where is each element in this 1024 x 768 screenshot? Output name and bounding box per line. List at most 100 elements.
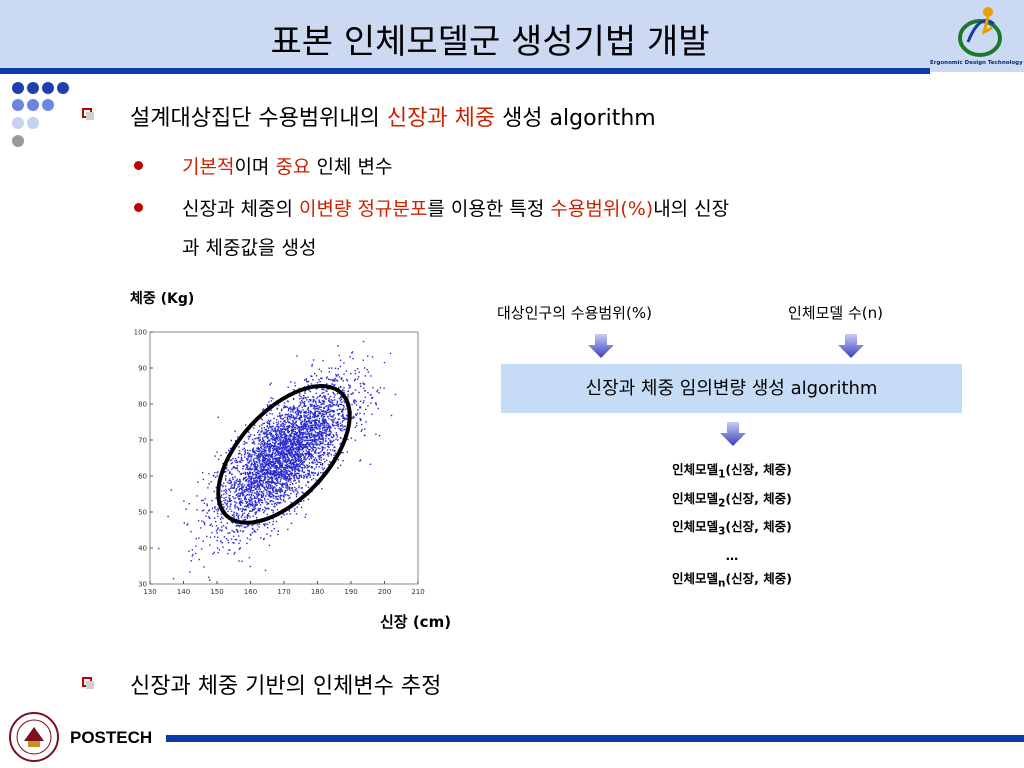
data-point: [248, 468, 250, 470]
data-point: [273, 435, 275, 437]
data-point: [299, 392, 301, 395]
data-point: [285, 436, 288, 438]
data-point: [281, 466, 283, 468]
data-point: [314, 421, 316, 423]
data-point: [259, 484, 261, 486]
data-point: [190, 531, 192, 533]
data-point: [327, 425, 330, 427]
data-point: [304, 427, 307, 429]
data-point: [272, 458, 274, 460]
data-point: [245, 500, 247, 502]
data-point: [276, 492, 278, 494]
data-point: [351, 393, 353, 395]
data-point: [316, 431, 319, 434]
data-point: [324, 396, 326, 398]
data-point: [284, 423, 286, 425]
data-point: [277, 439, 279, 442]
data-point: [319, 432, 321, 434]
data-point: [272, 520, 275, 523]
data-point: [228, 482, 230, 485]
highlight-important: 중요: [275, 156, 311, 178]
data-point: [353, 379, 356, 382]
data-point: [272, 461, 275, 463]
data-point: [306, 420, 308, 423]
data-point: [237, 480, 239, 482]
data-point: [252, 504, 254, 506]
data-point: [318, 431, 320, 434]
data-point: [282, 470, 284, 472]
data-point: [326, 411, 328, 414]
data-point: [321, 414, 324, 416]
data-point: [275, 421, 278, 424]
data-point: [216, 451, 218, 453]
data-point: [290, 452, 292, 454]
data-point: [289, 453, 291, 456]
data-point: [340, 386, 342, 389]
data-point: [267, 463, 270, 466]
data-point: [303, 405, 305, 407]
data-point: [294, 472, 296, 475]
data-point: [283, 405, 285, 407]
data-point: [310, 466, 312, 469]
data-point: [275, 490, 277, 492]
data-point: [314, 427, 317, 429]
data-point: [250, 481, 253, 483]
data-point: [294, 447, 296, 449]
data-point: [264, 569, 267, 572]
data-point: [222, 546, 224, 548]
data-point: [258, 494, 260, 496]
data-point: [291, 466, 293, 468]
data-point: [281, 437, 284, 439]
data-point: [208, 483, 210, 485]
data-point: [299, 436, 301, 438]
data-point: [268, 439, 270, 441]
acceptance-ellipse: [216, 384, 352, 525]
data-point: [255, 516, 258, 519]
data-point: [302, 437, 304, 439]
data-point: [320, 431, 322, 433]
data-point: [326, 376, 328, 378]
data-point: [302, 426, 304, 428]
data-point: [293, 437, 295, 439]
data-point: [266, 491, 268, 493]
data-point: [268, 484, 270, 487]
data-point: [228, 488, 230, 490]
data-point: [289, 473, 291, 475]
data-point: [256, 481, 258, 483]
data-point: [268, 544, 271, 547]
data-point: [289, 449, 291, 451]
data-point: [231, 522, 234, 524]
data-point: [304, 420, 306, 422]
data-point: [261, 471, 263, 474]
data-point: [256, 480, 259, 482]
data-point: [267, 486, 269, 488]
data-point: [230, 538, 233, 540]
data-point: [304, 435, 307, 438]
data-point: [325, 435, 327, 437]
data-point: [300, 459, 302, 461]
data-point: [267, 479, 269, 481]
data-point: [247, 481, 249, 483]
data-point: [249, 490, 251, 493]
output-model-item: 인체모델1(신장, 체중): [672, 462, 792, 481]
data-point: [332, 415, 334, 417]
data-point: [329, 404, 332, 406]
data-point: [284, 469, 287, 472]
data-point: [246, 542, 248, 545]
data-point: [308, 389, 310, 392]
data-point: [187, 523, 189, 525]
data-point: [334, 399, 336, 401]
data-point: [324, 418, 326, 421]
data-point: [311, 427, 313, 429]
data-point: [297, 441, 299, 444]
data-point: [263, 422, 266, 424]
data-point: [276, 482, 278, 484]
data-point: [336, 400, 339, 402]
data-point: [305, 453, 308, 455]
data-point: [292, 444, 294, 446]
data-point: [262, 482, 265, 484]
data-point: [259, 479, 262, 481]
data-point: [290, 455, 292, 457]
data-point: [287, 400, 289, 403]
data-point: [256, 466, 259, 468]
